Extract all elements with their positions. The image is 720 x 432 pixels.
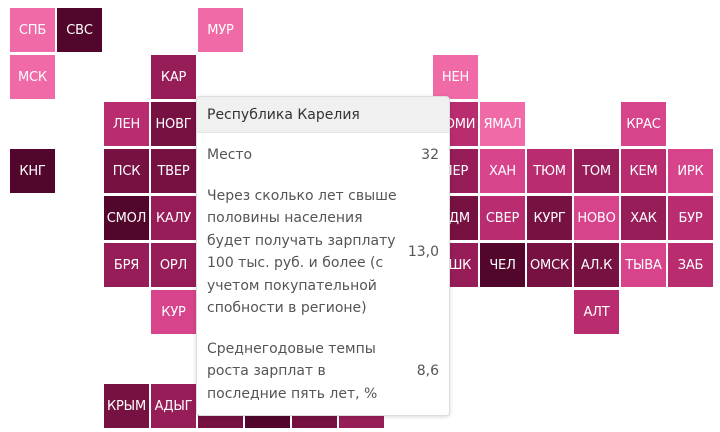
region-tile[interactable]: ЗАБ bbox=[668, 243, 713, 287]
region-tooltip: Республика Карелия Место 32 Через скольк… bbox=[196, 96, 450, 416]
region-tile[interactable]: ИРК bbox=[668, 149, 713, 193]
region-tile[interactable]: ЛЕН bbox=[104, 102, 149, 146]
tooltip-row-growth: Среднегодовые темпы роста зарплат в посл… bbox=[197, 338, 449, 406]
region-tile[interactable]: НОВГ bbox=[151, 102, 196, 146]
region-tile[interactable]: ХАН bbox=[480, 149, 525, 193]
region-tile[interactable]: ТОМ bbox=[574, 149, 619, 193]
tooltip-label-years: Через сколько лет свыше половины населен… bbox=[207, 187, 397, 317]
region-tile[interactable]: КРЫМ bbox=[104, 384, 149, 428]
tooltip-label-growth: Среднегодовые темпы роста зарплат в посл… bbox=[207, 340, 378, 402]
region-tile[interactable]: ПСК bbox=[104, 149, 149, 193]
tooltip-row-years: Через сколько лет свыше половины населен… bbox=[197, 185, 449, 320]
region-tile[interactable]: СМОЛ bbox=[104, 196, 149, 240]
region-tile[interactable]: НЕН bbox=[433, 55, 478, 99]
region-tile[interactable]: АДЫГ bbox=[151, 384, 196, 428]
region-tile[interactable]: КРАС bbox=[621, 102, 666, 146]
region-tile[interactable]: ОМСК bbox=[527, 243, 572, 287]
tooltip-label-place: Место bbox=[207, 147, 253, 163]
region-tile[interactable]: КУРГ bbox=[527, 196, 572, 240]
region-tile[interactable]: ЯМАЛ bbox=[480, 102, 525, 146]
region-tile[interactable]: ТЫВА bbox=[621, 243, 666, 287]
tooltip-value-years: 13,0 bbox=[407, 244, 439, 260]
tooltip-value-growth: 8,6 bbox=[416, 363, 439, 380]
region-tile[interactable]: КАЛУ bbox=[151, 196, 196, 240]
region-tile[interactable]: МСК bbox=[10, 55, 55, 99]
region-tile[interactable]: СПБ bbox=[10, 8, 55, 52]
region-tile[interactable]: КНГ bbox=[10, 149, 55, 193]
region-tile[interactable]: МУР bbox=[198, 8, 243, 52]
region-tile[interactable]: НОВО bbox=[574, 196, 619, 240]
region-tile[interactable]: ТВЕР bbox=[151, 149, 196, 193]
region-tile[interactable]: ХАК bbox=[621, 196, 666, 240]
tooltip-title: Республика Карелия bbox=[197, 97, 449, 133]
region-tile[interactable]: ОРЛ bbox=[151, 243, 196, 287]
region-tile[interactable]: СВС bbox=[57, 8, 102, 52]
region-tile[interactable]: ЧЕЛ bbox=[480, 243, 525, 287]
region-tile[interactable]: ТЮМ bbox=[527, 149, 572, 193]
region-tile[interactable]: КАР bbox=[151, 55, 196, 99]
region-tile[interactable]: КУР bbox=[151, 290, 196, 334]
region-tile[interactable]: КЕМ bbox=[621, 149, 666, 193]
region-tile[interactable]: СВЕР bbox=[480, 196, 525, 240]
region-tile[interactable]: АЛТ bbox=[574, 290, 619, 334]
region-tile[interactable]: БУР bbox=[668, 196, 713, 240]
tooltip-row-place: Место 32 bbox=[197, 144, 449, 167]
region-tile[interactable]: АЛ.К bbox=[574, 243, 619, 287]
tooltip-value-place: 32 bbox=[421, 147, 439, 164]
region-tile[interactable]: БРЯ bbox=[104, 243, 149, 287]
